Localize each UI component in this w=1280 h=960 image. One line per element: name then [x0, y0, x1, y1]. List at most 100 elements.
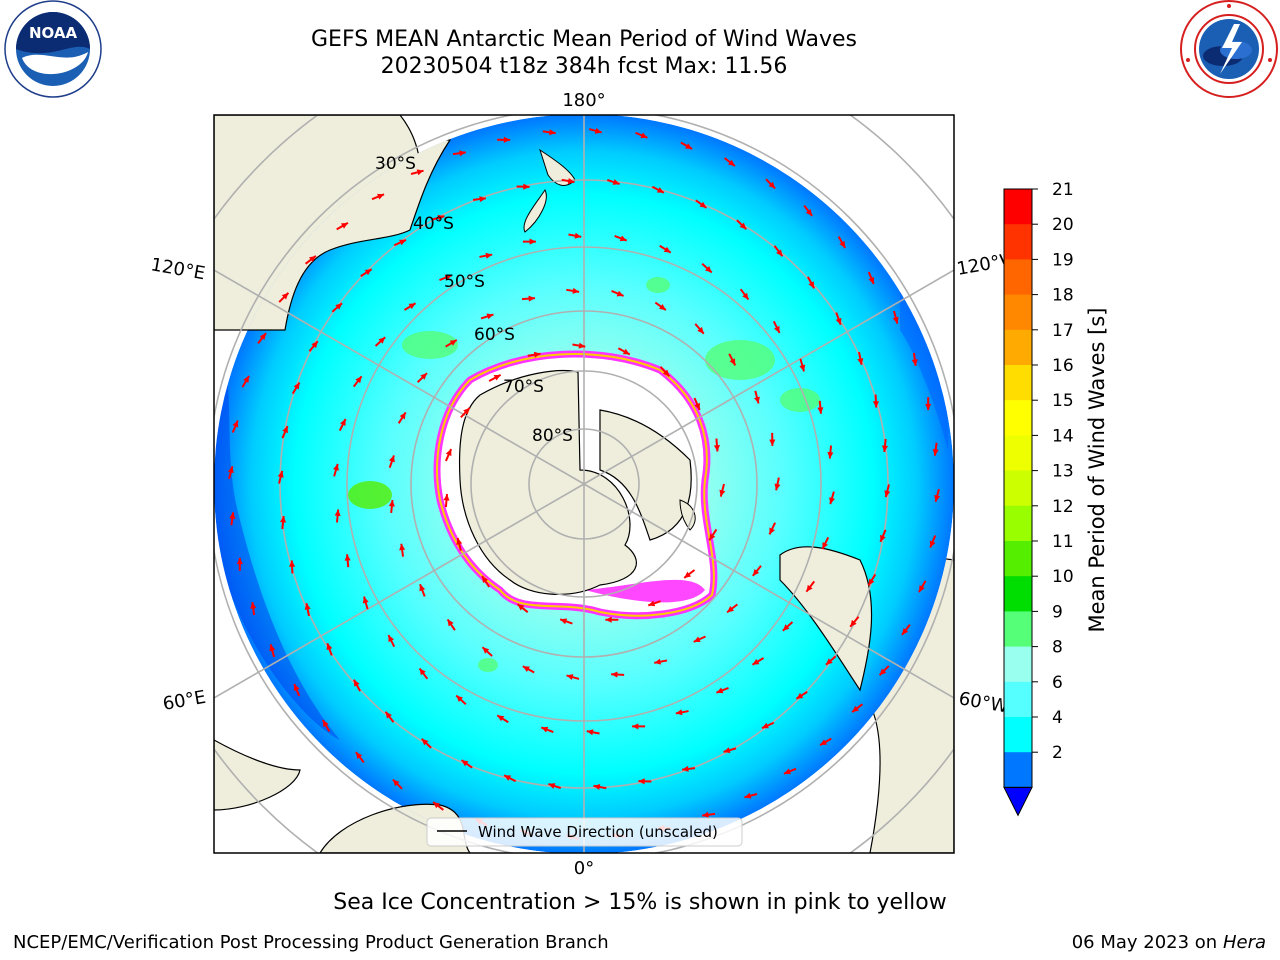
wave-arrow-head	[399, 412, 406, 420]
wave-arrow-head	[392, 779, 400, 787]
wave-arrow-head	[702, 811, 709, 818]
map-frame	[213, 114, 955, 854]
lon-label-60e: 60°E	[161, 687, 207, 715]
colorbar-segment	[1004, 611, 1032, 648]
wave-arrow-head	[340, 418, 346, 426]
wave-arrow-head	[638, 778, 645, 785]
lat-label-30s: 30°S	[375, 154, 416, 174]
wave-arrow-head	[656, 187, 664, 193]
wave-arrow-head	[699, 201, 707, 208]
noaa-logo: NOAA	[4, 0, 102, 98]
wave-arrow-head	[857, 358, 864, 365]
wave-arrow-head	[892, 316, 899, 324]
wave-arrow-head	[658, 303, 666, 311]
wave-arrow-head	[822, 542, 828, 550]
wave-arrow-head	[769, 527, 775, 535]
wave-arrow-head	[739, 222, 747, 230]
wave-arrow-head	[593, 784, 601, 791]
wave-arrow-head	[322, 720, 329, 728]
wave-arrow-head	[309, 255, 316, 263]
wave-arrow-head	[486, 313, 494, 320]
wave-arrow-head	[340, 222, 348, 229]
wave-arrow-head	[378, 337, 386, 344]
wave-arrow-head	[311, 341, 318, 349]
wave-arrow-head	[663, 246, 671, 253]
wave-arrow-head	[868, 277, 875, 285]
colorbar-tick-label: 14	[1052, 426, 1074, 446]
wave-arrow-head	[333, 463, 339, 471]
wave-arrow-head	[868, 578, 875, 586]
wave-arrow-head	[694, 402, 700, 410]
wave-arrow-head	[449, 339, 457, 346]
wave-arrow-head	[578, 342, 586, 349]
wave-arrow-head	[805, 209, 813, 216]
wave-arrow-head	[282, 426, 288, 434]
wave-arrow-head	[925, 403, 932, 411]
colorbar-tick-label: 2	[1052, 743, 1063, 763]
wave-arrow-head	[353, 679, 360, 687]
wave-arrow-head	[497, 715, 505, 722]
map-area: 30°S 40°S 50°S 60°S 70°S 80°S Wind Wave …	[214, 115, 954, 853]
wave-arrow-head	[399, 543, 406, 551]
wave-arrow-head	[654, 658, 662, 665]
wave-arrow-head	[934, 494, 941, 502]
wave-arrow-head	[269, 644, 276, 652]
wave-arrow-head	[752, 658, 760, 665]
wave-arrow-head	[281, 292, 289, 300]
wave-arrow-head	[293, 683, 300, 691]
wave-arrow-head	[675, 709, 683, 716]
wave-arrow-head	[243, 375, 250, 383]
wave-arrow-head	[709, 533, 716, 541]
wave-arrow-head	[682, 765, 689, 772]
wave-arrow-head	[420, 373, 427, 380]
wave-arrow-head	[616, 290, 624, 297]
wave-arrow-head	[377, 193, 385, 200]
colorbar-segment	[1004, 259, 1032, 296]
graticule	[214, 115, 954, 853]
wave-arrow-head	[776, 249, 783, 257]
wave-arrow-head	[932, 449, 939, 456]
lat-label-40s: 40°S	[413, 214, 454, 234]
colorbar-tick-label: 20	[1052, 215, 1074, 235]
wave-arrow-head	[326, 643, 333, 651]
wave-arrow-head	[902, 628, 909, 635]
wave-arrow-head	[774, 325, 780, 333]
wave-arrow-head	[279, 516, 287, 523]
colorbar-tick-label: 9	[1052, 602, 1063, 622]
wave-arrow-head	[782, 624, 790, 631]
colorbar-segment	[1004, 681, 1032, 718]
wave-arrow-head	[808, 281, 815, 289]
wave-arrow-head	[482, 576, 489, 584]
wave-arrow-head	[648, 600, 656, 607]
colorbar-extend	[1003, 786, 1033, 817]
wave-arrow-head	[493, 374, 501, 381]
colorbar-segment	[1004, 329, 1032, 366]
colorbar-segment	[1004, 752, 1032, 788]
wave-arrow-head	[685, 143, 693, 150]
wave-arrow-head	[572, 287, 580, 294]
wave-arrow-head	[761, 722, 769, 729]
wave-arrow-head	[408, 303, 416, 310]
lat-label-70s: 70°S	[503, 377, 544, 397]
wave-arrow-head	[335, 303, 343, 310]
colorbar-segment	[1004, 505, 1032, 542]
wave-arrow-head	[594, 127, 602, 134]
wave-arrow-head	[227, 466, 234, 474]
antarctica	[433, 350, 718, 620]
wave-arrow-head	[517, 604, 525, 611]
wave-arrow-head	[872, 401, 879, 408]
wave-arrow-head	[911, 359, 918, 366]
colorbar-segment	[1004, 646, 1032, 683]
colorbar-label: Mean Period of Wind Waves [s]	[1085, 308, 1109, 633]
wave-arrow-head	[713, 444, 720, 452]
wave-arrow-head	[825, 658, 833, 665]
colorbar-tick-label: 6	[1052, 673, 1063, 693]
lon-label-180: 180°	[562, 90, 605, 111]
wave-arrow-head	[817, 407, 824, 414]
colorbar-tick-label: 17	[1052, 321, 1074, 341]
wave-arrow-head	[388, 635, 394, 643]
wave-arrow-head	[416, 169, 424, 176]
noaa-logo-text: NOAA	[29, 24, 78, 42]
colorbar-tick-label: 18	[1052, 286, 1074, 306]
